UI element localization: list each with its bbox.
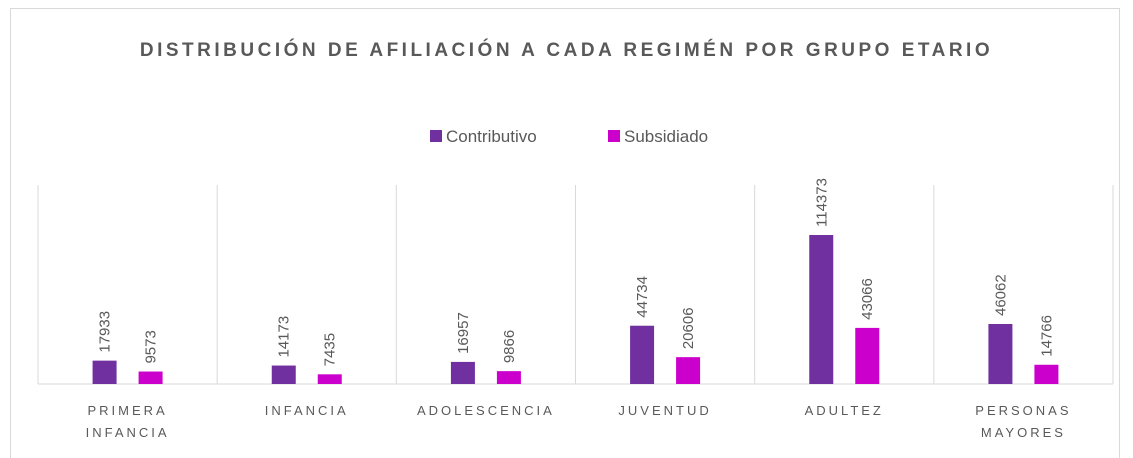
legend-label: Subsidiado [624,127,708,146]
value-label: 9573 [143,330,160,363]
value-label: 114373 [813,178,830,227]
bar [317,374,342,384]
bar [630,325,655,384]
bar [1034,364,1059,384]
x-tick-label: PERSONAS MAYORES [975,403,1072,440]
legend-swatch [608,130,620,142]
bar [988,323,1013,384]
bar [855,327,880,384]
x-tick-label: ADOLESCENCIA [416,403,555,418]
value-label: 16957 [455,312,472,354]
value-label: 46062 [992,274,1009,316]
bar [450,361,475,384]
value-label: 43066 [859,278,876,320]
bar [496,371,521,384]
value-label: 17933 [97,311,114,353]
value-label: 9866 [501,330,518,363]
value-label: 7435 [322,333,339,366]
bar [138,371,163,384]
bar [271,365,296,384]
bar [676,357,701,384]
value-label: 14173 [276,316,293,358]
x-tick-label: JUVENTUD [618,403,712,418]
value-label: 20606 [680,307,697,349]
chart-frame [10,8,1120,458]
bar [92,360,117,384]
legend-label: Contributivo [446,127,537,146]
bar [809,235,834,384]
x-tick-label: ADULTEZ [804,403,884,418]
legend-swatch [430,130,442,142]
value-label: 44734 [634,276,651,318]
value-label: 14766 [1038,315,1055,357]
x-tick-label: INFANCIA [264,403,349,418]
x-tick-label: PRIMERA INFANCIA [85,403,170,440]
chart-title: DISTRIBUCIÓN DE AFILIACIÓN A CADA REGIMÉ… [139,40,994,61]
